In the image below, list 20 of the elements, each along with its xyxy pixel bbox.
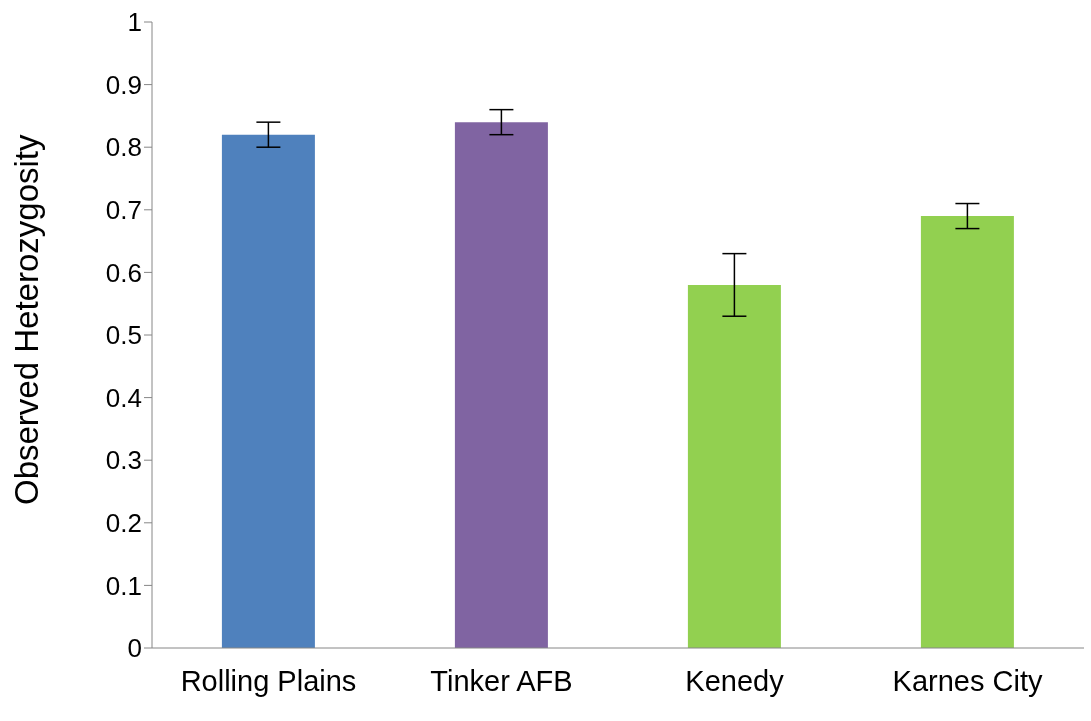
bar — [221, 134, 315, 648]
y-tick-label: 0.8 — [105, 132, 142, 163]
x-tick-label: Tinker AFB — [430, 664, 573, 697]
bar — [687, 284, 781, 648]
y-tick-label: 0 — [127, 633, 142, 664]
x-tick-label: Rolling Plains — [180, 664, 357, 697]
y-axis-title: Observed Heterozygosity — [7, 134, 45, 505]
bar — [920, 216, 1014, 648]
x-tick-label: Karnes City — [892, 664, 1043, 697]
bar — [454, 122, 548, 648]
y-tick-label: 0.7 — [105, 195, 142, 226]
y-tick-label: 0.4 — [105, 382, 142, 413]
y-tick-label: 0.3 — [105, 445, 142, 476]
y-tick-label: 0.2 — [105, 508, 142, 539]
y-tick-label: 0.5 — [105, 320, 142, 351]
y-tick-label: 0.6 — [105, 257, 142, 288]
y-tick-label: 0.9 — [105, 69, 142, 100]
y-tick-label: 1 — [127, 7, 142, 38]
x-tick-label: Kenedy — [685, 664, 785, 697]
y-tick-label: 0.1 — [105, 570, 142, 601]
